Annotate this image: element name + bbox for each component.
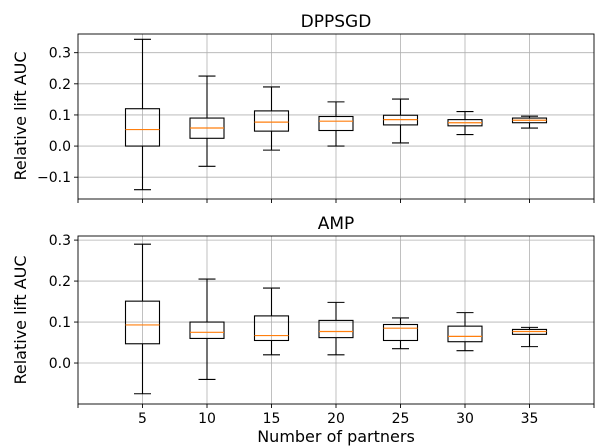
plot-frame	[77, 235, 595, 405]
box	[124, 108, 161, 147]
box-plot-item	[318, 101, 354, 147]
y-tick-label: 0.0	[49, 139, 71, 155]
y-ticks: −0.1 0.0 0.1 0.2 0.3	[37, 46, 78, 186]
box-plot-item	[189, 75, 225, 167]
boxes	[124, 243, 548, 395]
box-plot-item	[447, 312, 483, 352]
x-axis-label: Number of partners	[257, 427, 415, 446]
boxes	[124, 38, 548, 191]
y-ticks: 0.0 0.1 0.2 0.3	[49, 233, 78, 372]
y-tick-label: 0.2	[49, 274, 71, 290]
panel-title: DPPSGD	[301, 12, 372, 32]
y-tick-label: 0.3	[49, 46, 71, 62]
y-tick-label: 0.3	[49, 233, 71, 249]
amp-panel: AMP Relative lift AUC 0.0 0.1 0.2 0.3 5 10 15…	[11, 214, 595, 427]
box	[447, 325, 483, 343]
x-tick-label: 5	[138, 411, 147, 427]
y-axis-label: Relative lift AUC	[11, 51, 30, 180]
box	[382, 323, 419, 342]
y-tick-label: 0.1	[49, 315, 71, 331]
x-ticks	[77, 199, 595, 203]
box-plot-item	[189, 278, 225, 380]
y-tick-label: 0.1	[49, 108, 71, 124]
x-tick-label: 35	[521, 411, 539, 427]
plot-frame	[77, 33, 595, 200]
x-tick-label: 30	[456, 411, 474, 427]
y-tick-label: −0.1	[37, 170, 71, 186]
box-plot-item	[511, 115, 548, 129]
x-ticks: 5 10 15 20 25 30 35	[77, 404, 595, 427]
box	[253, 110, 290, 132]
box	[318, 115, 354, 132]
box-plot-item	[253, 287, 290, 356]
x-tick-label: 15	[263, 411, 281, 427]
box-plot-item	[318, 301, 354, 356]
x-tick-label: 10	[198, 411, 216, 427]
y-tick-label: 0.2	[49, 77, 71, 93]
box	[318, 319, 354, 339]
panel-title: AMP	[318, 214, 355, 234]
box-plot-item	[511, 326, 548, 348]
box	[124, 300, 161, 345]
y-tick-label: 0.0	[49, 356, 71, 372]
y-axis-label: Relative lift AUC	[11, 255, 30, 384]
box	[189, 321, 225, 339]
box-plot-item	[253, 86, 290, 151]
box-plot-item	[382, 317, 419, 350]
dppsgd-panel: DPPSGD Relative lift AUC −0.1 0.0 0.1 0.2 0.…	[11, 12, 595, 203]
box-plot-item	[382, 98, 419, 144]
box	[253, 315, 290, 342]
box-plot-item	[447, 110, 483, 136]
x-tick-label: 25	[392, 411, 410, 427]
box-plot-item	[124, 38, 161, 191]
x-tick-label: 20	[327, 411, 345, 427]
box-plot-item	[124, 243, 161, 395]
